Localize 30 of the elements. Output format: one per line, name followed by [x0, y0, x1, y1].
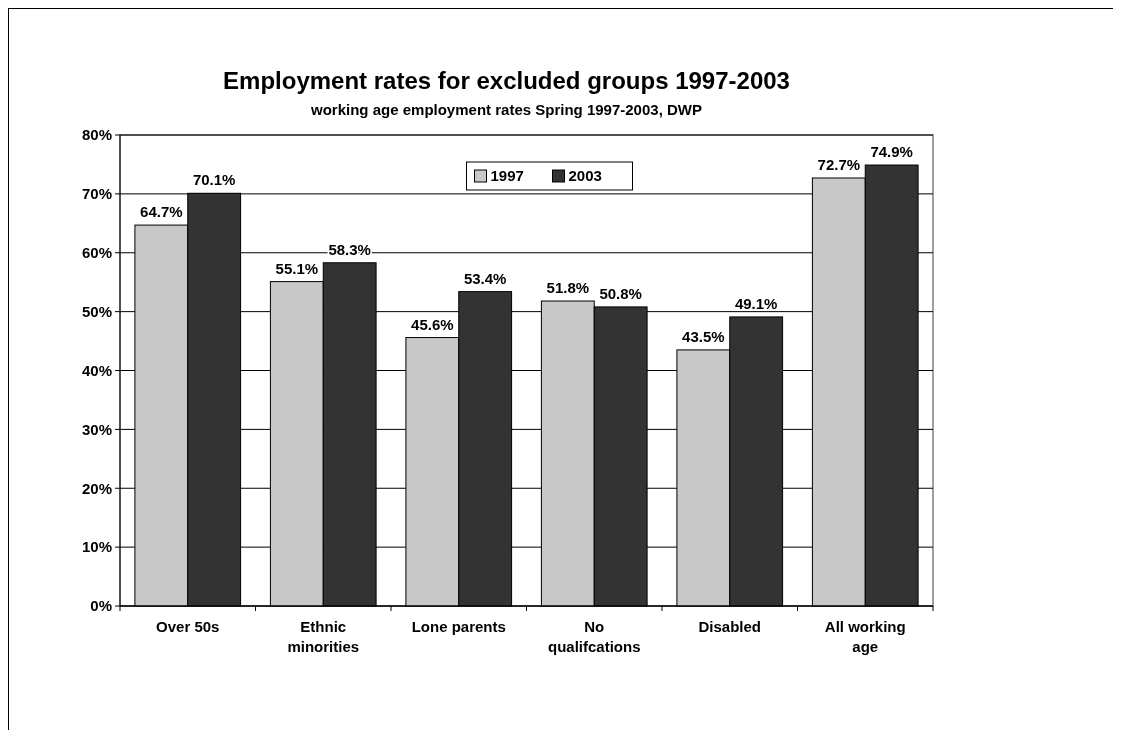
y-tick-label: 70%: [81, 185, 112, 203]
data-label: 72.7%: [817, 155, 861, 173]
chart-subtitle: working age employment rates Spring 1997-2003, DWP: [310, 101, 702, 118]
y-tick-label: 0%: [90, 597, 112, 615]
data-label: 49.1%: [734, 294, 778, 312]
x-tick-label: No qualifcations: [547, 618, 641, 655]
x-tick-label: Lone parents: [411, 618, 506, 635]
x-tick-label: Disabled: [698, 618, 762, 635]
x-tick-label: Over 50s: [156, 618, 220, 635]
y-tick-label: 10%: [81, 538, 112, 556]
x-tick-label: Ethnic minorities: [287, 618, 360, 655]
data-label: 74.9%: [870, 143, 913, 161]
x-tick-label: All working age: [824, 618, 906, 655]
data-label: 43.5%: [682, 327, 725, 345]
y-tick-label: 20%: [81, 479, 112, 497]
data-label: 64.7%: [140, 203, 183, 221]
y-tick-label: 40%: [81, 361, 112, 379]
y-tick-label: 80%: [81, 126, 112, 144]
y-tick-label: 30%: [81, 420, 112, 438]
data-label: 53.4%: [463, 269, 507, 287]
chart-title: Employment rates for excluded groups 1997-2003: [223, 67, 790, 94]
data-label: 50.8%: [599, 284, 642, 302]
data-label: 70.1%: [192, 171, 236, 189]
y-tick-label: 50%: [81, 302, 112, 320]
legend-label: 2003: [568, 167, 602, 185]
data-label: 51.8%: [546, 279, 590, 297]
data-label: 45.6%: [411, 315, 454, 333]
legend-label: 1997: [490, 167, 524, 185]
y-tick-label: 60%: [81, 244, 112, 261]
data-label: 55.1%: [275, 259, 319, 277]
